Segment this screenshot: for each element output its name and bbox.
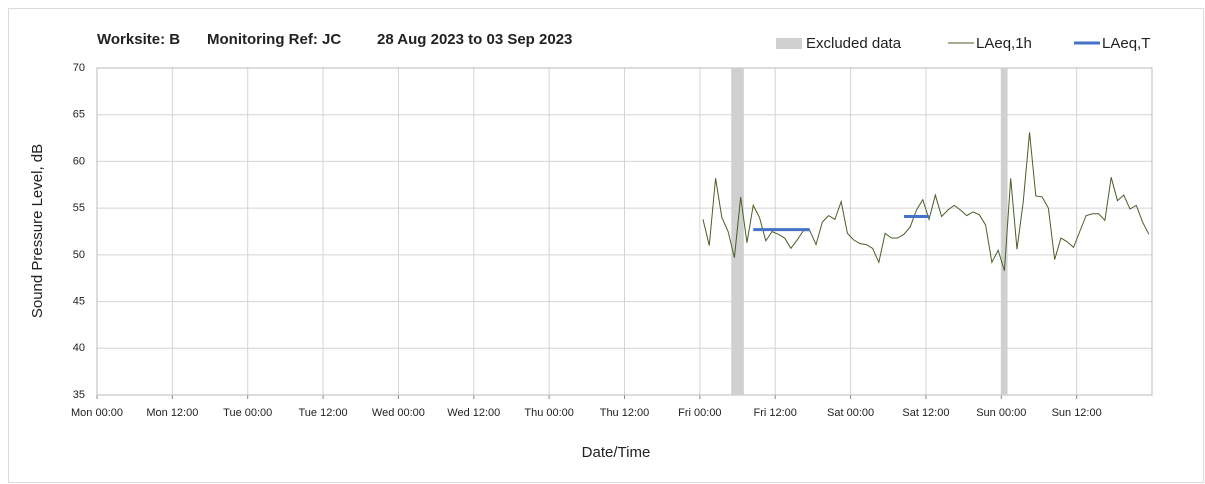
y-tick-label: 70 — [73, 62, 85, 74]
line — [702, 132, 1150, 271]
x-tick-label: Sat 12:00 — [902, 407, 949, 419]
y-tick-label: 55 — [73, 202, 85, 214]
chart-title: Monitoring Ref: JC — [207, 31, 341, 48]
x-tick-label: Sat 00:00 — [827, 407, 874, 419]
chart-title: 28 Aug 2023 to 03 Sep 2023 — [377, 31, 572, 48]
legend-label: LAeq,T — [1102, 35, 1150, 52]
x-tick-label: Thu 00:00 — [524, 407, 574, 419]
y-axis-label: Sound Pressure Level, dB — [29, 144, 46, 318]
x-axis-label: Date/Time — [582, 444, 651, 461]
chart-title: Worksite: B — [97, 31, 180, 48]
x-tick-label: Tue 12:00 — [299, 407, 348, 419]
legend-swatch — [776, 38, 802, 49]
x-tick-label: Wed 00:00 — [372, 407, 425, 419]
plot-border — [96, 67, 1153, 396]
x-tick-label: Sun 00:00 — [976, 407, 1026, 419]
y-tick-label: 50 — [73, 249, 85, 261]
legend-label: Excluded data — [806, 35, 902, 52]
y-tick-label: 45 — [73, 295, 85, 307]
y-tick-label: 65 — [73, 109, 85, 121]
y-tick-label: 60 — [73, 155, 85, 167]
x-tick-label: Wed 12:00 — [447, 407, 500, 419]
x-tick-label: Thu 12:00 — [600, 407, 650, 419]
excluded-band — [1001, 68, 1008, 395]
legend-label: LAeq,1h — [976, 35, 1032, 52]
x-tick-label: Sun 12:00 — [1052, 407, 1102, 419]
x-tick-label: Fri 00:00 — [678, 407, 721, 419]
y-tick-label: 35 — [73, 389, 85, 401]
x-tick-label: Fri 12:00 — [754, 407, 797, 419]
frame — [8, 8, 1204, 483]
y-tick-label: 40 — [73, 342, 85, 354]
x-tick-label: Mon 00:00 — [71, 407, 123, 419]
x-tick-label: Tue 00:00 — [223, 407, 272, 419]
x-tick-label: Mon 12:00 — [146, 407, 198, 419]
